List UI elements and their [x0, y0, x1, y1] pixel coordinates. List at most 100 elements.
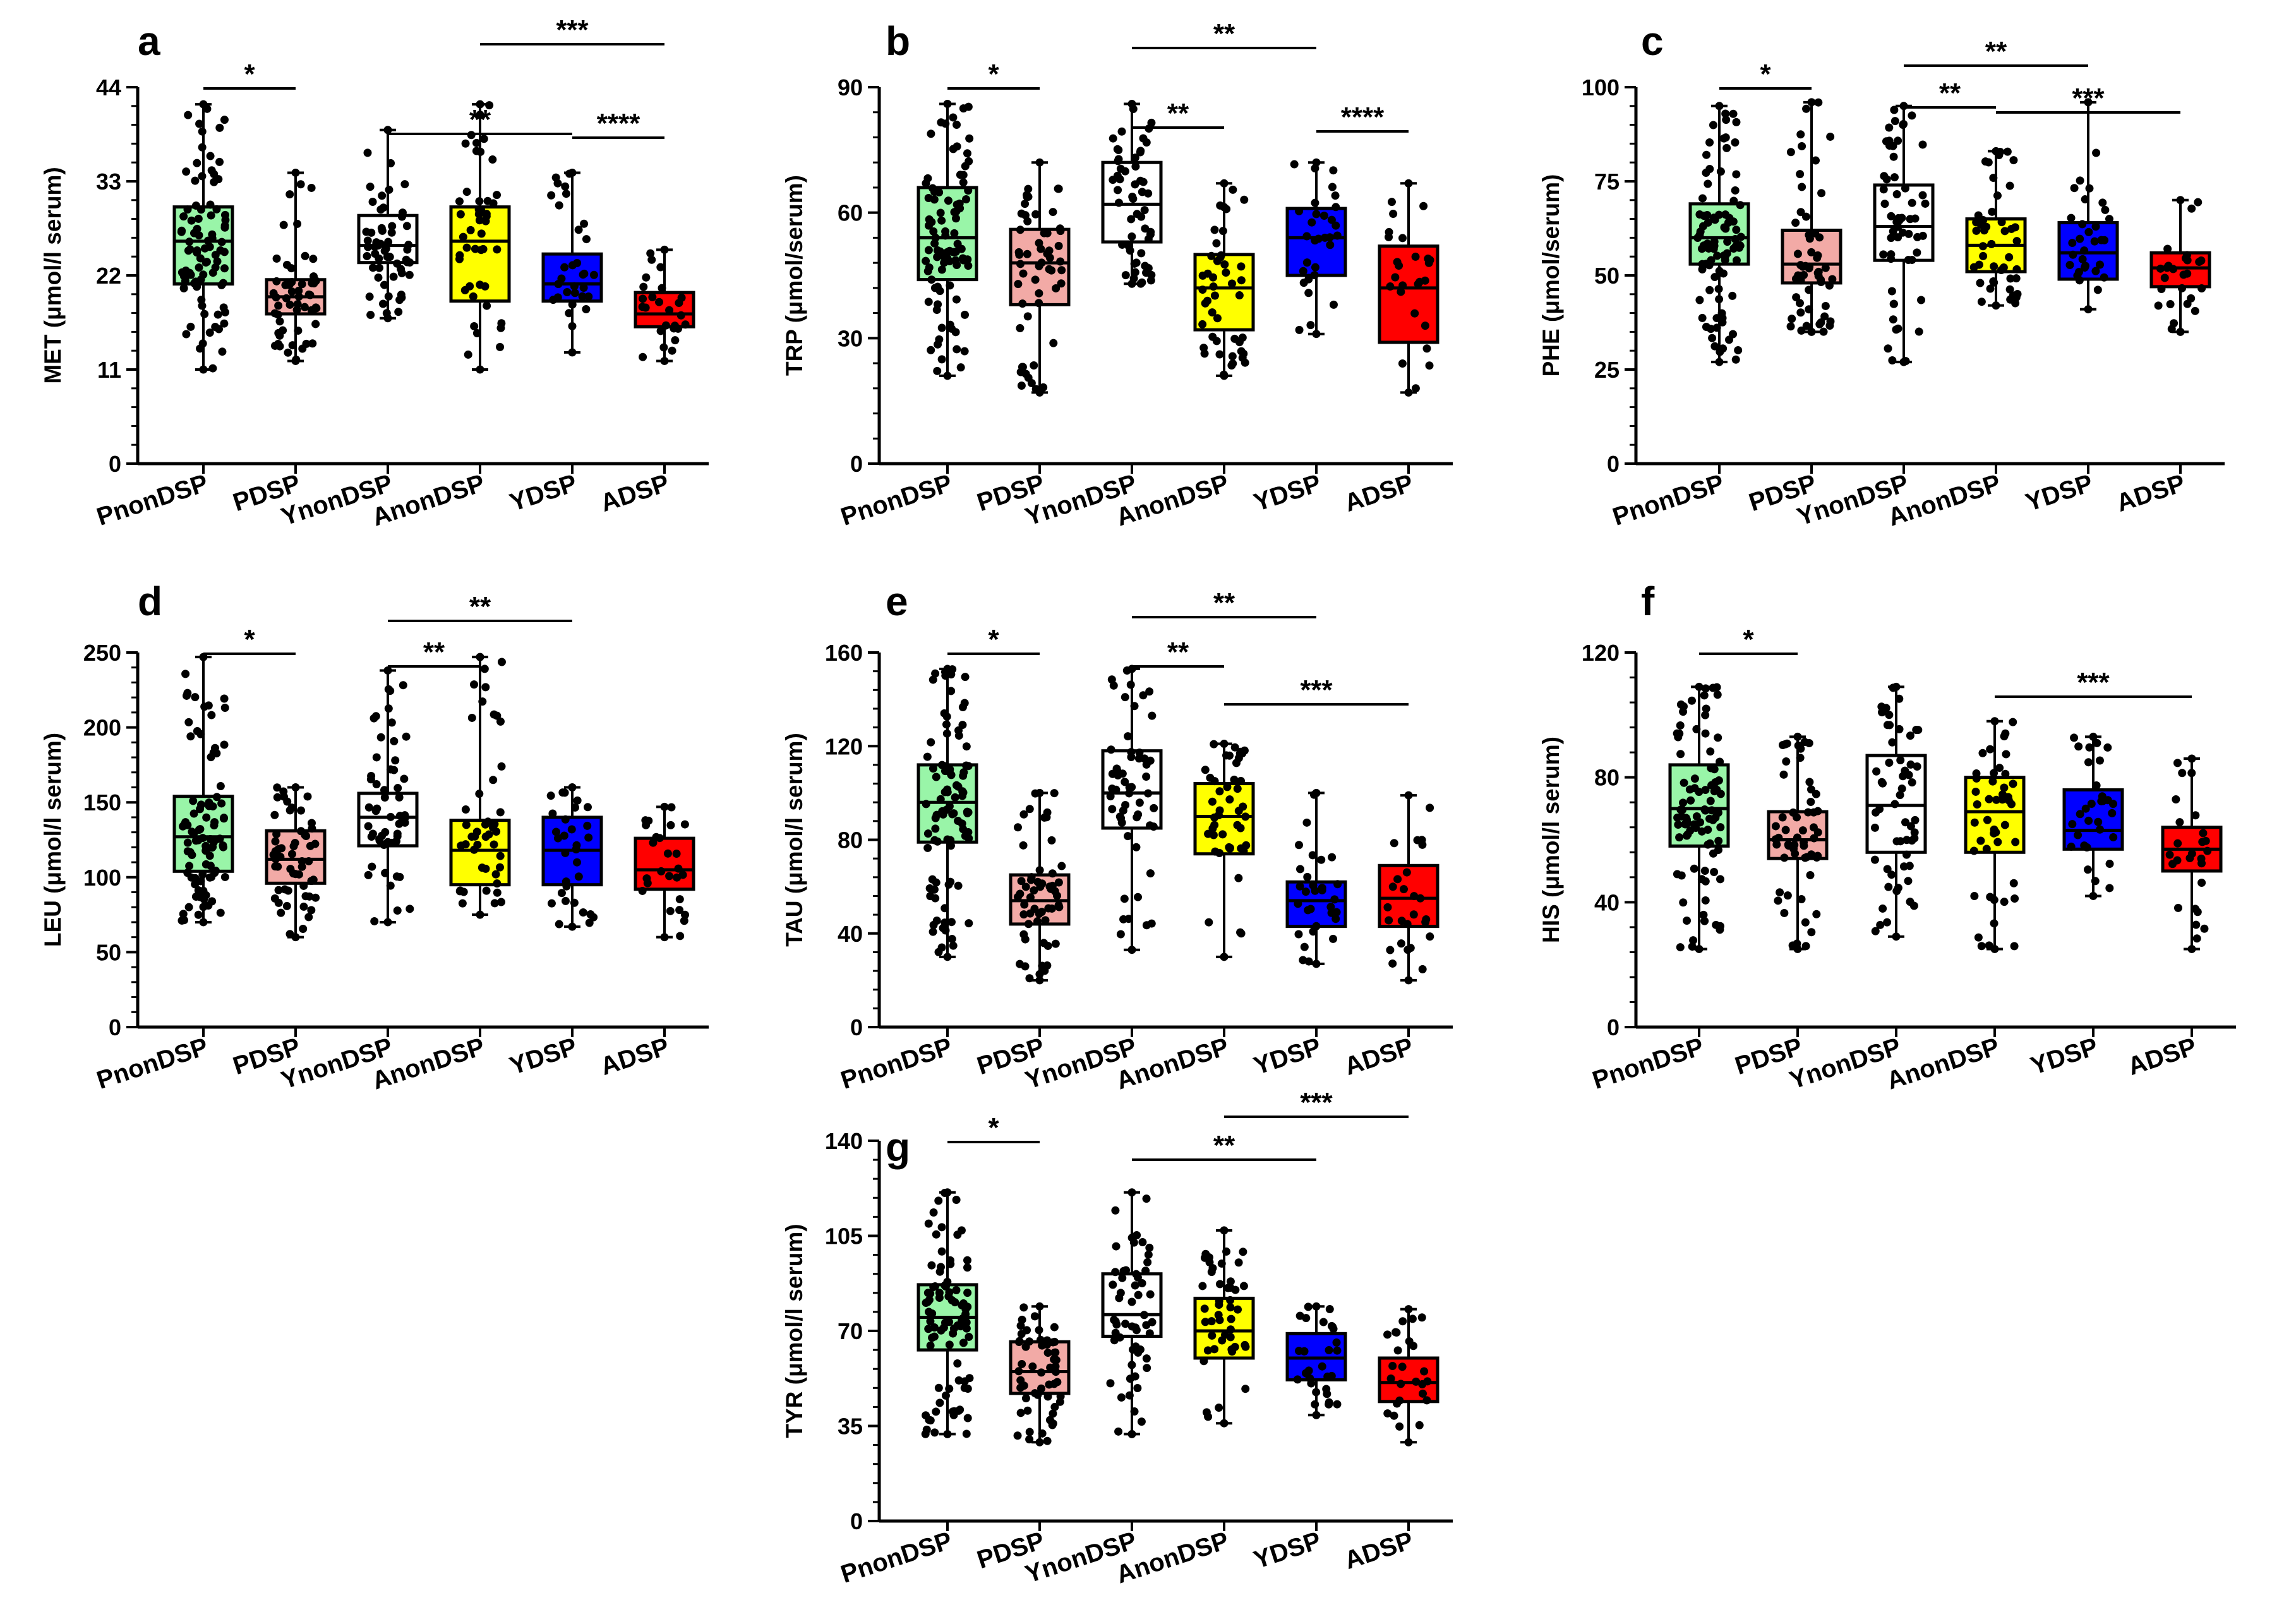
data-point	[371, 250, 380, 258]
data-point	[1142, 268, 1151, 277]
data-point	[1985, 941, 1993, 950]
data-point	[642, 821, 651, 829]
data-point	[1977, 942, 1986, 951]
data-point	[579, 284, 588, 292]
data-point	[466, 282, 474, 291]
data-point	[1220, 203, 1229, 212]
data-point	[1977, 298, 1986, 306]
x-tick-label: YDSP	[1251, 469, 1325, 517]
data-point	[548, 809, 557, 818]
data-point	[1130, 702, 1139, 711]
data-point	[1988, 207, 1997, 216]
data-point	[1911, 815, 1920, 824]
data-point	[681, 320, 690, 329]
data-point	[1676, 943, 1685, 952]
data-point	[585, 918, 594, 927]
data-point	[1801, 942, 1810, 951]
data-point	[2203, 846, 2212, 855]
data-point	[639, 294, 647, 303]
data-point	[1144, 1250, 1153, 1259]
data-point	[474, 210, 483, 219]
data-point	[1120, 894, 1129, 903]
data-point	[2197, 284, 2206, 292]
data-point	[293, 219, 302, 228]
data-point	[965, 919, 973, 928]
data-point	[1126, 246, 1134, 255]
data-point	[220, 814, 229, 822]
data-point	[216, 908, 225, 917]
data-point	[476, 653, 484, 661]
data-point	[940, 709, 949, 718]
significance-label: *	[244, 59, 255, 90]
data-point	[272, 254, 281, 263]
data-point	[462, 821, 471, 829]
data-point	[1299, 267, 1307, 275]
data-point	[922, 800, 930, 809]
data-point	[207, 166, 216, 175]
data-point	[490, 820, 499, 829]
data-point	[1404, 976, 1413, 985]
data-point	[305, 892, 314, 901]
data-point	[308, 339, 317, 348]
data-point	[1220, 953, 1229, 961]
y-tick-label: 35	[838, 1414, 863, 1440]
x-tick-label: PnonDSP	[93, 469, 212, 531]
data-point	[1805, 231, 1813, 239]
data-point	[1213, 314, 1222, 323]
data-point	[943, 254, 952, 263]
data-point	[2011, 838, 2020, 846]
data-point	[211, 263, 220, 272]
data-point	[1387, 198, 1396, 207]
data-point	[1307, 218, 1316, 227]
data-point	[1230, 775, 1239, 784]
data-point	[1805, 305, 1813, 314]
data-point	[2011, 299, 2020, 308]
x-tick-label: ADSP	[597, 469, 672, 517]
data-point	[483, 196, 492, 205]
data-point	[961, 1309, 970, 1318]
data-point	[1385, 916, 1393, 925]
data-point	[1312, 1410, 1321, 1419]
data-point	[927, 275, 936, 284]
data-point	[1110, 1336, 1119, 1345]
data-point	[1887, 212, 1896, 220]
data-point	[2108, 800, 2117, 809]
x-tick-label: YnonDSP	[1786, 1033, 1904, 1095]
data-point	[660, 356, 669, 365]
data-point	[937, 265, 946, 274]
data-point	[957, 244, 966, 253]
data-point	[933, 837, 942, 846]
data-point	[1890, 173, 1899, 182]
data-point	[959, 104, 968, 113]
data-point	[1051, 939, 1060, 948]
data-point	[1883, 918, 1892, 927]
significance-label: ***	[1300, 675, 1333, 706]
data-point	[1127, 1297, 1136, 1306]
data-point	[1237, 929, 1246, 938]
data-point	[574, 226, 583, 234]
data-point	[933, 366, 942, 375]
data-point	[286, 930, 294, 939]
data-point	[378, 831, 387, 840]
data-point	[1198, 286, 1207, 294]
data-point	[1017, 877, 1026, 886]
data-point	[1383, 1330, 1392, 1339]
data-point	[2098, 198, 2107, 207]
data-point	[923, 843, 932, 852]
data-point	[560, 831, 568, 840]
data-point	[364, 803, 373, 812]
data-point	[1676, 700, 1685, 709]
data-point	[1678, 805, 1686, 814]
data-point	[1314, 234, 1323, 243]
data-point	[1112, 785, 1121, 794]
data-point	[219, 303, 228, 312]
data-point	[680, 917, 688, 925]
data-point	[1702, 704, 1710, 713]
data-point	[496, 342, 505, 351]
data-point	[1688, 942, 1697, 951]
data-point	[1793, 813, 1801, 822]
data-point	[963, 1385, 972, 1393]
x-tick-label: ADSP	[597, 1033, 672, 1081]
data-point	[1709, 849, 1717, 858]
data-point	[205, 851, 214, 860]
